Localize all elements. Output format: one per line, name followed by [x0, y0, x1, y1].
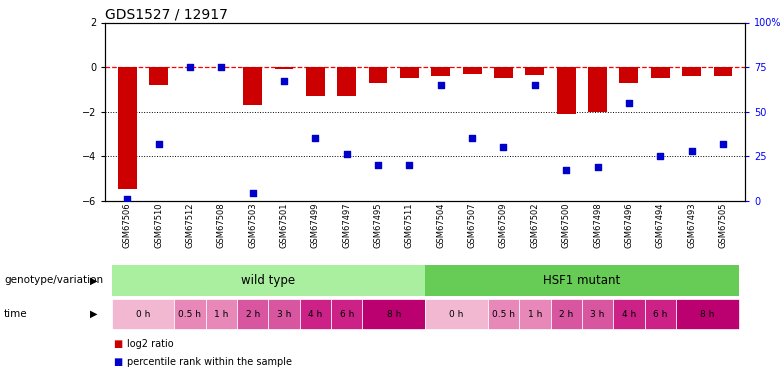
Bar: [619, 67, 638, 82]
Bar: [613, 299, 644, 329]
Bar: [431, 67, 450, 76]
Bar: [582, 299, 613, 329]
Text: 6 h: 6 h: [339, 310, 354, 319]
Point: [152, 141, 165, 147]
Bar: [400, 67, 419, 78]
Point: [686, 148, 698, 154]
Bar: [112, 265, 425, 296]
Point: [591, 164, 604, 170]
Point: [184, 64, 197, 70]
Bar: [519, 299, 551, 329]
Bar: [337, 67, 356, 96]
Text: wild type: wild type: [241, 274, 296, 287]
Text: 2 h: 2 h: [559, 310, 573, 319]
Bar: [488, 299, 519, 329]
Bar: [588, 67, 607, 112]
Text: ▶: ▶: [90, 309, 98, 319]
Bar: [331, 299, 363, 329]
Bar: [206, 299, 237, 329]
Bar: [551, 299, 582, 329]
Bar: [268, 299, 300, 329]
Bar: [369, 67, 388, 82]
Bar: [300, 299, 331, 329]
Text: 6 h: 6 h: [653, 310, 668, 319]
Text: 0.5 h: 0.5 h: [492, 310, 515, 319]
Bar: [494, 67, 513, 78]
Text: 1 h: 1 h: [215, 310, 229, 319]
Bar: [526, 67, 544, 75]
Text: ■: ■: [113, 357, 122, 367]
Text: ▶: ▶: [90, 275, 98, 285]
Bar: [682, 67, 701, 76]
Point: [215, 64, 228, 70]
Text: genotype/variation: genotype/variation: [4, 275, 103, 285]
Bar: [174, 299, 206, 329]
Point: [466, 135, 478, 141]
Point: [403, 162, 416, 168]
Text: 8 h: 8 h: [387, 310, 401, 319]
Point: [717, 141, 729, 147]
Bar: [243, 67, 262, 105]
Point: [497, 144, 509, 150]
Text: 2 h: 2 h: [246, 310, 260, 319]
Point: [622, 100, 635, 106]
Text: 0 h: 0 h: [449, 310, 463, 319]
Bar: [237, 299, 268, 329]
Point: [434, 82, 447, 88]
Bar: [425, 299, 488, 329]
Bar: [463, 67, 481, 74]
Text: 4 h: 4 h: [622, 310, 636, 319]
Bar: [714, 67, 732, 76]
Bar: [363, 299, 425, 329]
Bar: [306, 67, 324, 96]
Text: 8 h: 8 h: [700, 310, 714, 319]
Text: 3 h: 3 h: [590, 310, 604, 319]
Point: [529, 82, 541, 88]
Point: [121, 196, 133, 202]
Text: percentile rank within the sample: percentile rank within the sample: [127, 357, 292, 367]
Text: HSF1 mutant: HSF1 mutant: [543, 274, 620, 287]
Text: 0 h: 0 h: [136, 310, 150, 319]
Text: 4 h: 4 h: [308, 310, 322, 319]
Bar: [557, 67, 576, 114]
Text: 0.5 h: 0.5 h: [179, 310, 201, 319]
Bar: [275, 67, 293, 69]
Text: GDS1527 / 12917: GDS1527 / 12917: [105, 8, 229, 21]
Point: [309, 135, 321, 141]
Bar: [651, 67, 670, 78]
Bar: [149, 67, 168, 85]
Point: [560, 167, 573, 173]
Text: ■: ■: [113, 339, 122, 349]
Point: [341, 151, 353, 157]
Point: [372, 162, 385, 168]
Bar: [112, 299, 174, 329]
Bar: [118, 67, 136, 189]
Bar: [644, 299, 676, 329]
Text: 3 h: 3 h: [277, 310, 291, 319]
Bar: [425, 265, 739, 296]
Point: [654, 153, 666, 159]
Point: [246, 190, 259, 196]
Bar: [676, 299, 739, 329]
Text: log2 ratio: log2 ratio: [127, 339, 174, 349]
Point: [278, 78, 290, 84]
Text: 1 h: 1 h: [527, 310, 542, 319]
Text: time: time: [4, 309, 27, 319]
